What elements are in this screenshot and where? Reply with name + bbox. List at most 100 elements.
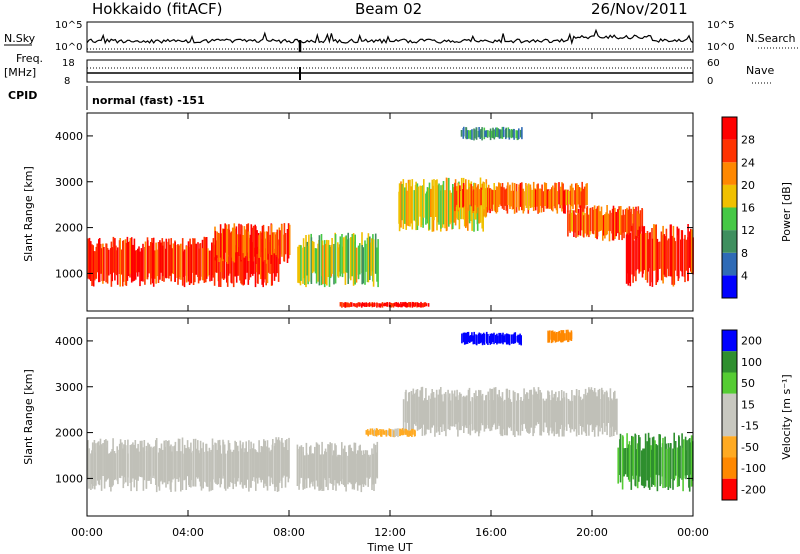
velocity-scatter-cell bbox=[463, 395, 465, 433]
velocity-scatter-cell bbox=[415, 389, 418, 423]
velocity-scatter-cell bbox=[240, 448, 243, 483]
power-scatter-cell bbox=[565, 189, 568, 206]
velocity-scatter-cell bbox=[203, 451, 205, 482]
power-scatter-cell bbox=[596, 206, 599, 237]
velocity-scatter-cell bbox=[473, 331, 475, 345]
power-scatter-region bbox=[454, 181, 588, 214]
velocity-scatter-cell bbox=[360, 450, 363, 493]
velocity-scatter-cell bbox=[569, 401, 572, 433]
velocity-scatter-cell bbox=[95, 443, 97, 486]
velocity-scatter-cell bbox=[88, 448, 90, 489]
power-scatter-cell bbox=[92, 251, 95, 287]
power-scatter-cell bbox=[300, 245, 302, 281]
velocity-scatter-cell bbox=[681, 433, 683, 480]
power-scatter-cell bbox=[231, 241, 233, 284]
power-scatter-cell bbox=[454, 185, 457, 207]
power-scatter-cell bbox=[258, 235, 260, 258]
power-scatter-cell bbox=[523, 191, 525, 212]
power-scatter-cell bbox=[110, 241, 113, 287]
power-scatter-cell bbox=[404, 187, 406, 224]
velocity-scatter-cell bbox=[676, 447, 679, 487]
power-scatter-cell bbox=[599, 211, 602, 231]
power-scatter-cell bbox=[240, 240, 242, 284]
velocity-scatter-cell bbox=[651, 437, 654, 485]
power-scatter-cell bbox=[626, 207, 628, 241]
velocity-scatter-cell bbox=[376, 428, 379, 435]
power-scatter-cell bbox=[578, 187, 581, 208]
velocity-scatter-cell bbox=[469, 401, 472, 436]
velocity-scatter-cell bbox=[369, 454, 371, 478]
power-scatter-cell bbox=[643, 226, 646, 271]
power-scatter-region bbox=[339, 301, 430, 308]
power-scatter-cell bbox=[234, 228, 236, 253]
power-scatter-cell bbox=[465, 127, 468, 140]
power-scatter-cell bbox=[410, 186, 413, 224]
power-scatter-cell bbox=[531, 189, 533, 208]
power-scatter-cell bbox=[374, 233, 377, 274]
power-scatter-cell bbox=[388, 302, 391, 308]
velocity-scatter-cell bbox=[397, 428, 399, 438]
velocity-scatter-cell bbox=[418, 396, 420, 430]
power-scatter-cell bbox=[671, 235, 673, 285]
velocity-scatter-cell bbox=[305, 453, 308, 489]
power-scatter-cell bbox=[211, 245, 213, 276]
power-colorbar-swatch bbox=[722, 139, 737, 163]
power-scatter-cell bbox=[413, 190, 416, 221]
power-scatter-cell bbox=[381, 302, 384, 308]
velocity-scatter-cell bbox=[108, 453, 111, 488]
velocity-scatter-cell bbox=[529, 389, 531, 433]
velocity-scatter-cell bbox=[530, 389, 533, 428]
noise-tick-left-top: 10^5 bbox=[55, 20, 82, 31]
power-scatter-cell bbox=[102, 243, 104, 284]
velocity-scatter-cell bbox=[91, 442, 94, 489]
power-scatter-cell bbox=[132, 244, 134, 282]
power-scatter-cell bbox=[266, 245, 269, 284]
power-scatter-cell bbox=[194, 238, 196, 283]
velocity-scatter-cell bbox=[585, 395, 588, 436]
power-scatter-cell bbox=[464, 188, 467, 214]
velocity-scatter-cell bbox=[490, 389, 493, 431]
power-scatter-cell bbox=[114, 238, 116, 281]
velocity-colorbar-swatch bbox=[722, 457, 737, 479]
velocity-scatter-cell bbox=[176, 451, 178, 480]
velocity-scatter-cell bbox=[654, 440, 656, 487]
velocity-scatter-cell bbox=[470, 335, 472, 342]
power-scatter-cell bbox=[400, 181, 402, 228]
velocity-scatter-cell bbox=[646, 441, 649, 481]
power-scatter-cell bbox=[495, 186, 498, 214]
power-scatter-cell bbox=[580, 191, 582, 208]
velocity-scatter-cell bbox=[367, 454, 369, 487]
velocity-scatter-cell bbox=[473, 393, 476, 430]
x-tick-label: 04:00 bbox=[172, 526, 204, 539]
power-scatter-cell bbox=[424, 302, 427, 307]
power-scatter-cell bbox=[485, 183, 487, 207]
power-scatter-cell bbox=[105, 243, 108, 275]
velocity-scatter-cell bbox=[424, 398, 426, 436]
power-scatter-cell bbox=[630, 208, 632, 232]
velocity-scatter-cell bbox=[440, 387, 442, 427]
power-scatter-cell bbox=[507, 127, 510, 138]
power-scatter-cell bbox=[342, 302, 345, 307]
velocity-scatter-cell bbox=[550, 400, 552, 428]
power-scatter-cell bbox=[577, 185, 579, 205]
power-scatter-cell bbox=[519, 129, 522, 138]
power-scatter-cell bbox=[350, 237, 352, 281]
velocity-scatter-cell bbox=[353, 442, 356, 490]
power-scatter-cell bbox=[229, 232, 232, 264]
velocity-scatter-region bbox=[402, 386, 618, 438]
power-scatter-cell bbox=[499, 129, 502, 139]
velocity-scatter-cell bbox=[501, 334, 503, 343]
power-scatter-cell bbox=[170, 238, 172, 282]
velocity-scatter-cell bbox=[655, 444, 658, 475]
velocity-scatter-cell bbox=[642, 448, 644, 486]
velocity-scatter-cell bbox=[489, 388, 491, 432]
velocity-scatter-cell bbox=[385, 430, 388, 437]
power-scatter-cell bbox=[494, 190, 497, 213]
power-scatter-cell bbox=[426, 187, 429, 224]
velocity-scatter-cell bbox=[665, 448, 668, 487]
power-scatter-cell bbox=[564, 189, 566, 214]
velocity-scatter-cell bbox=[405, 429, 408, 435]
velocity-scatter-cell bbox=[517, 334, 519, 343]
velocity-scatter-cell bbox=[632, 436, 635, 480]
power-scatter-cell bbox=[273, 232, 275, 254]
